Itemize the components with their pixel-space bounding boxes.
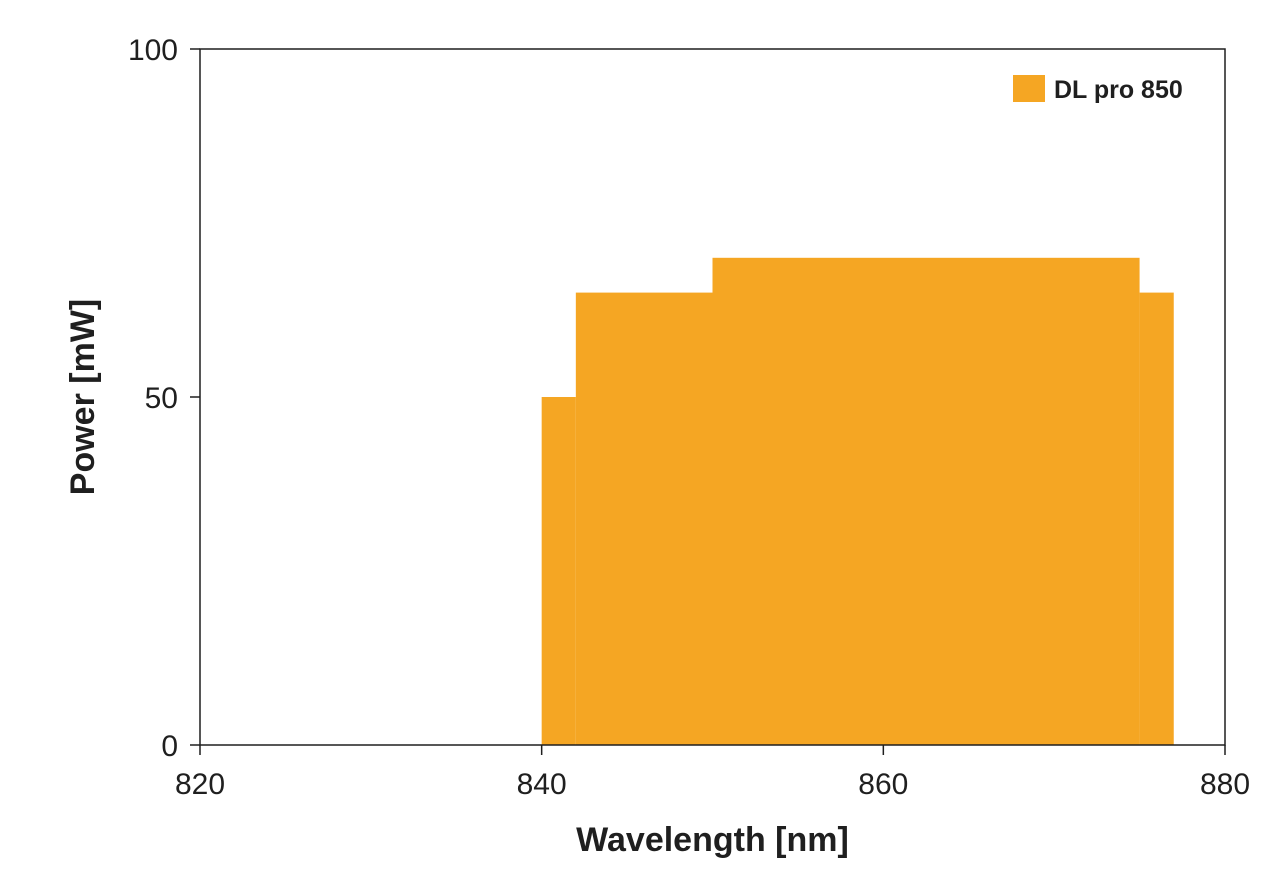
power-step-2 — [575, 292, 713, 745]
x-tick-label-860: 860 — [858, 768, 908, 801]
x-tick-label-840: 840 — [517, 768, 567, 801]
y-tick-label-0: 0 — [161, 730, 178, 763]
data-fill-layer — [541, 257, 1174, 745]
legend: DL pro 850 — [1013, 75, 1183, 104]
power-step-4 — [1139, 292, 1174, 745]
x-tick-label-820: 820 — [175, 768, 225, 801]
y-tick-label-50: 50 — [145, 382, 178, 415]
y-tick-label-100: 100 — [128, 34, 178, 67]
power-step-3 — [712, 257, 1140, 745]
power-step-1 — [541, 397, 576, 745]
y-axis-title: Power [mW] — [64, 299, 102, 495]
legend-swatch — [1013, 75, 1045, 102]
x-axis-title: Wavelength [nm] — [576, 821, 849, 859]
tick-layer: 820 840 860 880 0 50 100 — [128, 34, 1250, 801]
x-tick-label-880: 880 — [1200, 768, 1250, 801]
legend-label: DL pro 850 — [1054, 76, 1183, 104]
